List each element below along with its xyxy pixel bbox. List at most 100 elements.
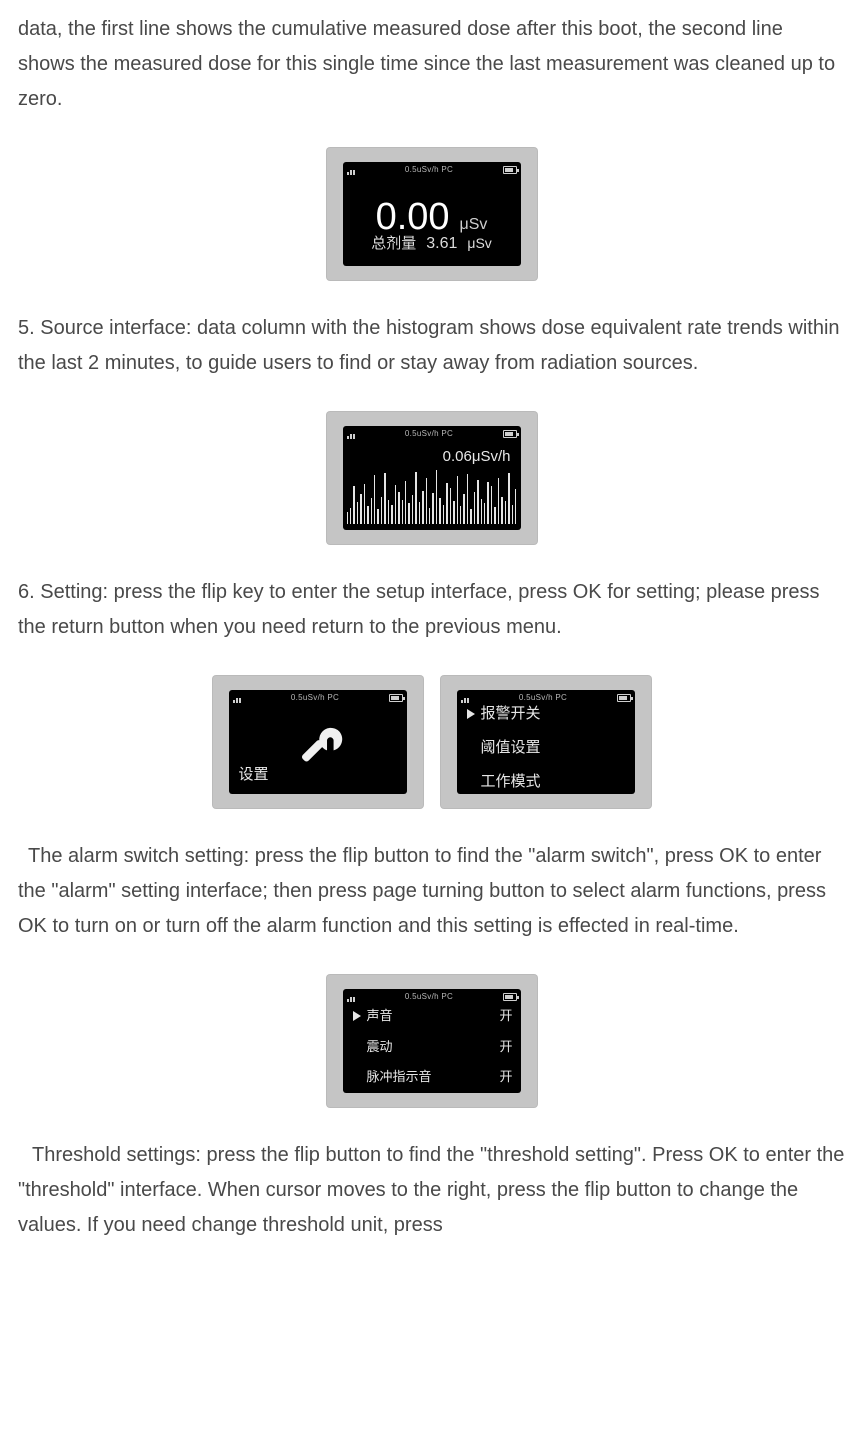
dose-total-label: 总剂量: [371, 231, 416, 257]
histogram-bar: [353, 486, 354, 524]
signal-icon: [347, 430, 356, 439]
menu-item: 报警开关: [467, 701, 627, 727]
histogram-bar: [408, 503, 409, 524]
histogram-bar: [405, 481, 406, 524]
histogram-bar: [443, 505, 444, 524]
histogram-bar: [402, 500, 403, 524]
histogram-bar: [498, 478, 499, 524]
device-screen-alarm: 0.5uSv/h PC 声音开震动开脉冲指示音开: [343, 989, 521, 1093]
histogram-bar: [377, 509, 378, 524]
settings-label: 设置: [239, 762, 269, 788]
status-text: 0.5uSv/h PC: [405, 990, 453, 1004]
status-text: 0.5uSv/h PC: [405, 427, 453, 441]
device-screen-histogram: 0.5uSv/h PC 0.06μSv/h: [343, 426, 521, 530]
histogram-bar: [381, 497, 382, 524]
figure-alarm-menu: 0.5uSv/h PC 声音开震动开脉冲指示音开: [18, 974, 845, 1108]
device-frame: 0.5uSv/h PC 设置: [212, 675, 424, 809]
histogram-bar: [429, 508, 430, 524]
histogram-bar: [426, 478, 427, 524]
histogram-bar: [374, 475, 375, 524]
figure-dose: 0.5uSv/h PC 0.00 μSv 总剂量 3.61 μSv: [18, 147, 845, 281]
figure-settings-pair: 0.5uSv/h PC 设置 0.5uSv/h PC 报警开关阈值设置: [18, 675, 845, 809]
battery-icon: [389, 694, 403, 702]
histogram-bar: [415, 472, 416, 524]
device-frame: 0.5uSv/h PC 0.06μSv/h: [326, 411, 538, 545]
menu-item: 阈值设置: [467, 735, 627, 761]
dose-sub-row: 总剂量 3.61 μSv: [343, 230, 521, 258]
histogram-bar: [422, 491, 423, 524]
status-bar: 0.5uSv/h PC: [343, 426, 521, 442]
menu-item: 工作模式: [467, 769, 627, 794]
dose-total-value: 3.61: [426, 230, 457, 258]
menu-item-label: 阈值设置: [481, 735, 541, 761]
battery-icon: [503, 166, 517, 174]
histogram-bar: [398, 492, 399, 524]
device-screen-menu: 0.5uSv/h PC 报警开关阈值设置工作模式: [457, 690, 635, 794]
histogram-bar: [505, 501, 506, 524]
cursor-icon: [467, 709, 475, 719]
histogram-bar: [388, 500, 389, 524]
histogram-bar: [360, 494, 361, 524]
histogram-bar: [357, 502, 358, 524]
signal-icon: [233, 694, 242, 703]
device-screen-dose: 0.5uSv/h PC 0.00 μSv 总剂量 3.61 μSv: [343, 162, 521, 266]
histogram-bar: [501, 497, 502, 524]
histogram-bar: [460, 506, 461, 524]
histogram-bar: [446, 483, 447, 524]
alarm-item-label: 脉冲指示音: [367, 1066, 432, 1089]
paragraph-1: data, the first line shows the cumulativ…: [18, 12, 845, 117]
histogram-bar: [395, 485, 396, 524]
histogram-rate: 0.06μSv/h: [443, 444, 511, 470]
histogram-bar: [412, 495, 413, 524]
histogram-bar: [467, 474, 468, 524]
histogram-bar: [487, 482, 488, 524]
menu-item-label: 报警开关: [481, 701, 541, 727]
status-bar: 0.5uSv/h PC: [343, 989, 521, 1005]
cursor-icon: [353, 1011, 361, 1021]
histogram-bar: [508, 473, 509, 524]
status-bar: 0.5uSv/h PC: [343, 162, 521, 178]
paragraph-2: 5. Source interface: data column with th…: [18, 311, 845, 381]
alarm-item-state: 开: [499, 1066, 512, 1089]
status-text: 0.5uSv/h PC: [405, 163, 453, 177]
histogram-bar: [371, 498, 372, 524]
histogram-bar: [515, 489, 516, 524]
histogram-bar: [384, 473, 385, 524]
device-screen-settings: 0.5uSv/h PC 设置: [229, 690, 407, 794]
device-frame: 0.5uSv/h PC 0.00 μSv 总剂量 3.61 μSv: [326, 147, 538, 281]
histogram-bar: [457, 476, 458, 524]
paragraph-4: The alarm switch setting: press the flip…: [18, 839, 845, 944]
alarm-menu-item: 脉冲指示音 开: [353, 1066, 513, 1089]
histogram-bar: [432, 493, 433, 524]
histogram-bar: [474, 492, 475, 524]
histogram-bar: [491, 486, 492, 524]
alarm-item-label: 震动: [367, 1036, 393, 1059]
alarm-item-state: 开: [499, 1036, 512, 1059]
signal-icon: [347, 993, 356, 1002]
histogram-bar: [463, 494, 464, 524]
histogram-bar: [494, 507, 495, 524]
alarm-menu-item: 震动 开: [353, 1036, 513, 1059]
histogram-bar: [364, 484, 365, 524]
histogram-bar: [484, 503, 485, 524]
histogram-bar: [512, 505, 513, 524]
paragraph-3: 6. Setting: press the flip key to enter …: [18, 575, 845, 645]
battery-icon: [503, 993, 517, 1001]
figure-histogram: 0.5uSv/h PC 0.06μSv/h: [18, 411, 845, 545]
histogram-bar: [439, 498, 440, 524]
histogram-bar: [350, 508, 351, 524]
histogram-bar: [367, 506, 368, 524]
histogram-bars: [347, 470, 517, 524]
signal-icon: [347, 166, 356, 175]
device-frame: 0.5uSv/h PC 声音开震动开脉冲指示音开: [326, 974, 538, 1108]
alarm-menu-item: 声音开: [353, 1005, 513, 1028]
alarm-item-label: 声音: [367, 1005, 393, 1028]
histogram-bar: [481, 499, 482, 524]
status-text: 0.5uSv/h PC: [291, 691, 339, 705]
histogram-bar: [470, 509, 471, 524]
dose-total-unit: μSv: [467, 231, 491, 256]
menu-item-label: 工作模式: [481, 769, 541, 794]
histogram-bar: [347, 512, 348, 524]
histogram-bar: [450, 488, 451, 524]
status-bar: 0.5uSv/h PC: [229, 690, 407, 706]
